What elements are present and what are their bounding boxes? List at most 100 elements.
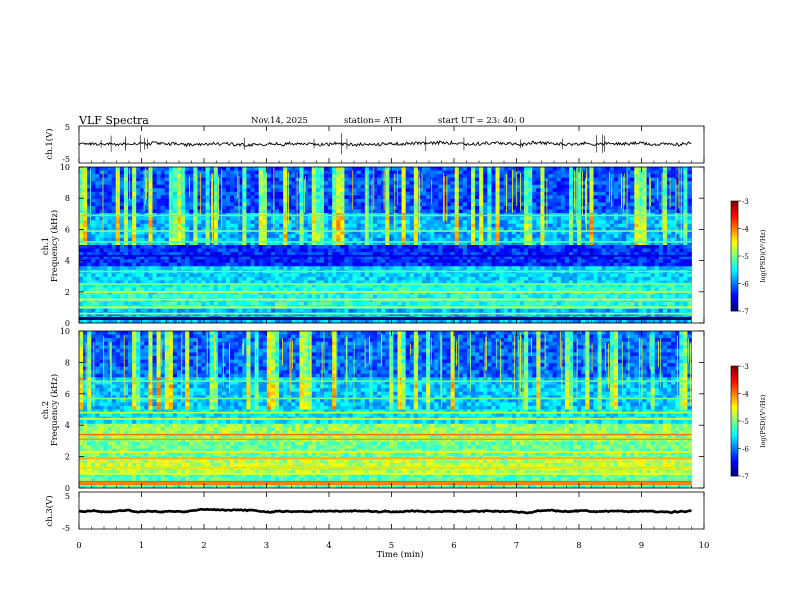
- spectrogram-cell: [340, 191, 345, 196]
- spectrogram-cell: [389, 237, 394, 242]
- spectrogram-cell: [254, 209, 260, 214]
- spectrogram-cell: [601, 273, 607, 278]
- spectrogram-cell: [91, 252, 96, 257]
- spectrogram-cell: [438, 262, 443, 267]
- spectrogram-cell: [181, 220, 186, 225]
- spectrogram-cell: [226, 230, 231, 235]
- spectrogram-cell: [515, 280, 521, 285]
- spectrogram-cell: [422, 223, 427, 228]
- spectrogram-cell: [540, 223, 545, 228]
- spectrogram-cell: [471, 174, 476, 179]
- spectrogram-cell: [560, 255, 566, 260]
- spectrogram-cell: [119, 245, 125, 249]
- spectrogram-cell: [324, 234, 329, 239]
- spectrogram-cell: [119, 184, 125, 189]
- spectrogram-cell: [466, 237, 472, 242]
- spectrogram-cell: [454, 248, 460, 253]
- spectrogram-cell: [495, 266, 500, 271]
- spectrogram-cell: [156, 266, 162, 271]
- spectrogram-cell: [107, 198, 113, 203]
- spectrogram-cell: [238, 177, 243, 182]
- spectrogram-cell: [279, 227, 284, 232]
- spectrogram-cell: [401, 241, 407, 246]
- spectrogram-cell: [613, 230, 619, 235]
- spectrogram-cell: [95, 191, 100, 196]
- spectrogram-cell: [360, 220, 366, 225]
- spectrogram-cell: [295, 198, 300, 203]
- spectrogram-cell: [123, 223, 129, 228]
- spectrogram-cell: [491, 280, 496, 285]
- spectrogram-cell: [622, 209, 627, 214]
- spectrogram-cell: [552, 234, 558, 239]
- spectrogram-cell: [152, 227, 157, 232]
- spectrogram-cell: [217, 209, 223, 214]
- spectrogram-cell: [209, 234, 215, 239]
- spectrogram-cell: [279, 191, 284, 196]
- spectrogram-cell: [552, 223, 558, 228]
- spectrogram-cell: [168, 252, 174, 257]
- spectrogram-cell: [560, 276, 566, 281]
- spectrogram-cell: [360, 273, 366, 278]
- spectrogram-cell: [340, 273, 345, 278]
- spectrogram-cell: [377, 248, 382, 253]
- spectrogram-cell: [279, 220, 284, 225]
- spectrogram-cell: [377, 198, 382, 203]
- spectrogram-cell: [148, 245, 153, 249]
- spectrogram-cell: [630, 248, 635, 253]
- spectrogram-cell: [364, 273, 370, 278]
- spectrogram-cell: [581, 234, 586, 239]
- spectrogram-cell: [250, 198, 255, 203]
- spectrogram-cell: [413, 167, 419, 171]
- spectrogram-cell: [356, 198, 362, 203]
- spectrogram-cell: [409, 188, 415, 193]
- spectrogram-cell: [287, 227, 292, 232]
- spectrogram-cell: [373, 245, 378, 249]
- spectrogram-cell: [564, 252, 570, 257]
- spectrogram-cell: [119, 167, 125, 171]
- spectrogram-cell: [683, 234, 688, 239]
- spectrogram-cell: [136, 262, 141, 267]
- spectrogram-cell: [128, 195, 133, 200]
- spectrogram-cell: [658, 174, 664, 179]
- spectrogram-cell: [466, 259, 472, 264]
- spectrogram-cell: [409, 245, 415, 249]
- spectrogram-cell: [585, 273, 590, 278]
- spectrogram-cell: [230, 227, 235, 232]
- spectrogram-cell: [560, 237, 566, 242]
- spectrogram-cell: [295, 206, 300, 210]
- spectrogram-cell: [622, 220, 627, 225]
- spectrogram-cell: [577, 202, 582, 207]
- spectrogram-cell: [646, 234, 652, 239]
- spectrogram-cell: [275, 206, 280, 210]
- spectrogram-cell: [99, 284, 104, 288]
- spectrogram-cell: [128, 181, 133, 186]
- spectrogram-cell: [352, 177, 358, 182]
- spectrogram-cell: [528, 255, 533, 260]
- spectrogram-cell: [630, 223, 635, 228]
- spectrogram-cell: [622, 273, 627, 278]
- spectrogram-cell: [405, 202, 411, 207]
- spectrogram-cell: [552, 230, 558, 235]
- spectrogram-cell: [152, 195, 157, 200]
- spectrogram-cell: [462, 170, 468, 175]
- spectrogram-cell: [172, 170, 178, 175]
- spectrogram-cell: [250, 223, 255, 228]
- spectrogram-cell: [401, 209, 407, 214]
- spectrogram-cell: [654, 276, 660, 281]
- spectrogram-cell: [340, 252, 345, 257]
- spectrogram-cell: [634, 216, 639, 221]
- spectrogram-cell: [95, 202, 100, 207]
- spectrogram-cell: [217, 184, 223, 189]
- spectrogram-cell: [385, 245, 390, 249]
- spectrogram-cell: [291, 273, 296, 278]
- spectrogram-cell: [128, 284, 133, 288]
- spectrogram-cell: [356, 227, 362, 232]
- spectrogram-cell: [658, 191, 664, 196]
- spectrogram-cell: [156, 191, 162, 196]
- spectrogram-cell: [454, 191, 460, 196]
- spectrogram-cell: [148, 262, 153, 267]
- spectrogram-cell: [613, 170, 619, 175]
- spectrogram-cell: [593, 223, 598, 228]
- spectrogram-cell: [430, 248, 435, 253]
- spectrogram-cell: [344, 259, 349, 264]
